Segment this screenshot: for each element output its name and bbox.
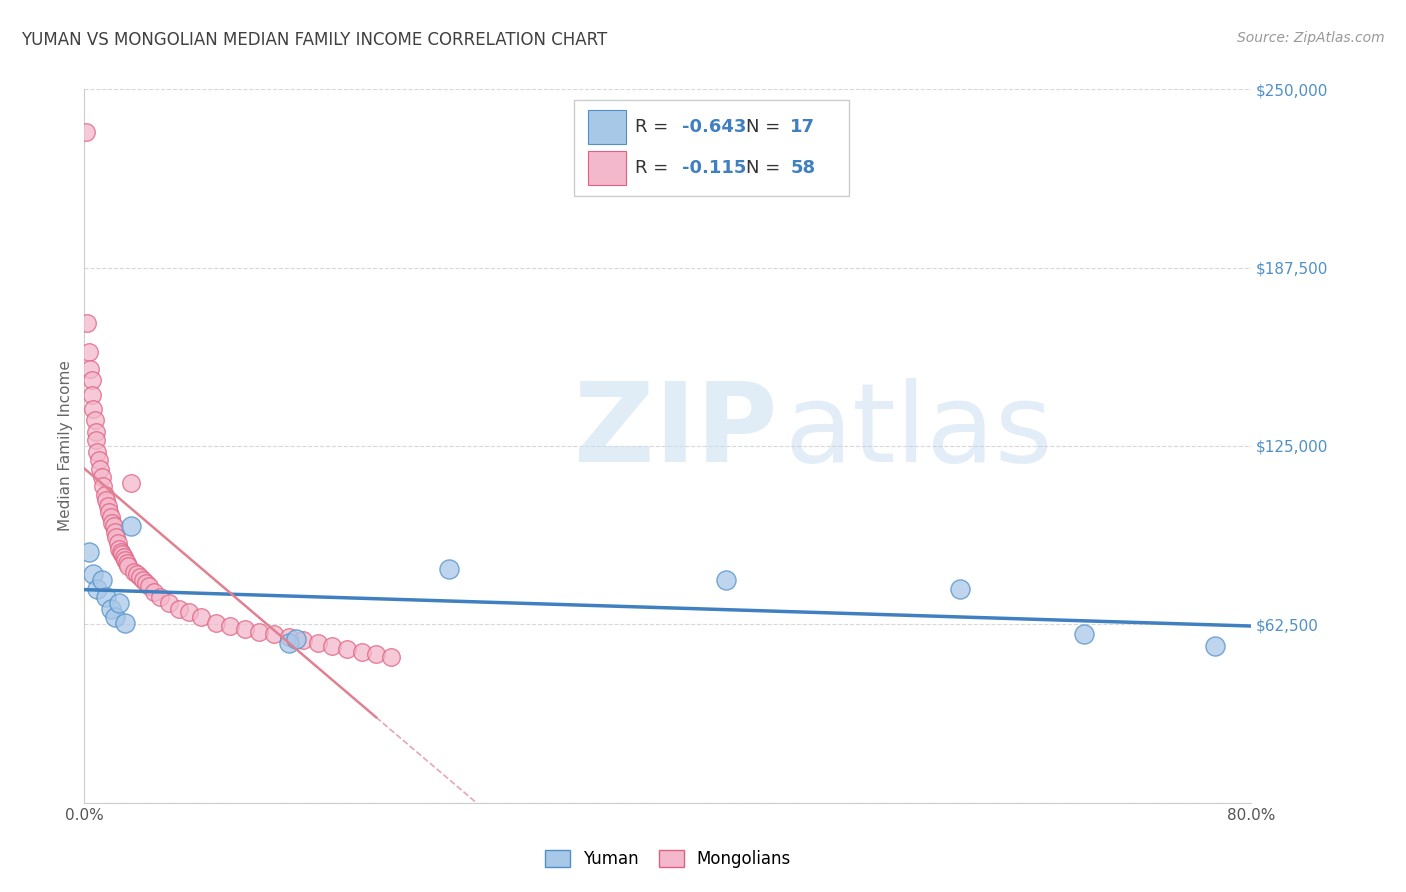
Point	[108, 541, 131, 556]
Point	[90, 470, 112, 484]
Point	[149, 591, 172, 605]
Point	[96, 493, 118, 508]
Point	[120, 476, 142, 491]
FancyBboxPatch shape	[575, 100, 849, 196]
Point	[83, 413, 105, 427]
Point	[263, 627, 285, 641]
Text: R =: R =	[636, 118, 673, 136]
Point	[105, 530, 128, 544]
Point	[98, 505, 121, 519]
Point	[716, 573, 738, 587]
Text: YUMAN VS MONGOLIAN MEDIAN FAMILY INCOME CORRELATION CHART: YUMAN VS MONGOLIAN MEDIAN FAMILY INCOME …	[21, 31, 607, 49]
Point	[87, 453, 110, 467]
Text: 58: 58	[790, 159, 815, 177]
Point	[96, 591, 118, 605]
Point	[84, 434, 107, 448]
Point	[97, 499, 120, 513]
Point	[77, 344, 100, 359]
Point	[100, 510, 122, 524]
Point	[437, 562, 460, 576]
Text: Source: ZipAtlas.com: Source: ZipAtlas.com	[1237, 31, 1385, 45]
Text: -0.115: -0.115	[682, 159, 747, 177]
Point	[366, 648, 388, 662]
Point	[86, 582, 108, 596]
Text: N =: N =	[747, 118, 786, 136]
FancyBboxPatch shape	[589, 151, 626, 185]
Point	[103, 519, 125, 533]
Point	[125, 567, 148, 582]
Point	[110, 544, 132, 558]
Point	[1073, 627, 1095, 641]
Point	[90, 573, 112, 587]
Text: -0.643: -0.643	[682, 118, 747, 136]
Point	[77, 544, 100, 558]
Point	[321, 639, 343, 653]
Point	[167, 601, 190, 615]
Point	[307, 636, 329, 650]
Point	[111, 548, 134, 562]
Point	[350, 644, 373, 658]
Point	[108, 596, 131, 610]
Point	[219, 619, 242, 633]
Point	[122, 565, 145, 579]
Point	[249, 624, 271, 639]
Point	[336, 641, 359, 656]
Point	[80, 387, 103, 401]
Point	[89, 462, 111, 476]
Point	[157, 596, 180, 610]
Point	[84, 425, 107, 439]
Text: R =: R =	[636, 159, 673, 177]
Point	[104, 610, 127, 624]
Point	[277, 630, 299, 644]
Text: atlas: atlas	[785, 378, 1053, 485]
Point	[135, 576, 157, 591]
Point	[284, 632, 307, 646]
Legend: Yuman, Mongolians: Yuman, Mongolians	[536, 842, 800, 877]
FancyBboxPatch shape	[589, 110, 626, 145]
Text: 17: 17	[790, 118, 815, 136]
Point	[117, 558, 139, 573]
Point	[80, 373, 103, 387]
Point	[114, 553, 136, 567]
Point	[91, 479, 114, 493]
Point	[115, 556, 138, 570]
Point	[143, 584, 166, 599]
Point	[75, 125, 97, 139]
Point	[107, 536, 129, 550]
Point	[190, 610, 212, 624]
Point	[86, 444, 108, 458]
Point	[179, 605, 201, 619]
Point	[76, 316, 98, 330]
Point	[104, 524, 127, 539]
Point	[101, 516, 124, 530]
Point	[277, 636, 299, 650]
Point	[114, 615, 136, 630]
Point	[1204, 639, 1226, 653]
Text: ZIP: ZIP	[575, 378, 778, 485]
Point	[204, 615, 226, 630]
Point	[79, 362, 101, 376]
Point	[120, 519, 142, 533]
Point	[949, 582, 972, 596]
Point	[128, 570, 150, 584]
Point	[292, 633, 315, 648]
Point	[100, 601, 122, 615]
Point	[112, 550, 135, 565]
Y-axis label: Median Family Income: Median Family Income	[58, 360, 73, 532]
Text: N =: N =	[747, 159, 786, 177]
Point	[132, 573, 155, 587]
Point	[233, 622, 256, 636]
Point	[82, 567, 104, 582]
Point	[138, 579, 160, 593]
Point	[380, 650, 402, 665]
Point	[82, 401, 104, 416]
Point	[94, 487, 117, 501]
